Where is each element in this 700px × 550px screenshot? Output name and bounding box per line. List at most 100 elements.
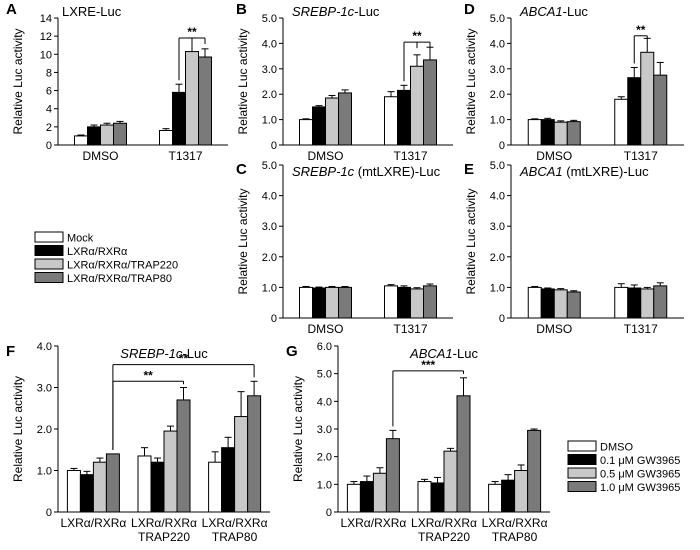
significance-label: ***: [421, 358, 435, 372]
panel-label: F: [6, 343, 15, 360]
bar: [66, 470, 81, 513]
bar: [553, 121, 568, 146]
category-label: DMSO: [83, 149, 119, 163]
legend-swatch: [567, 481, 597, 492]
significance-label: **: [412, 29, 422, 43]
y-tick-label: 0: [271, 313, 277, 325]
bar: [79, 474, 94, 513]
y-tick-label: 3.0: [262, 64, 277, 76]
legend-swatch: [567, 454, 597, 465]
bar: [614, 98, 629, 146]
bar: [234, 416, 249, 513]
panel-b: B SREBP-1c-Luc 0 1.0 2.0 3.0 4.0 5.0 Relative Lu…: [236, 1, 453, 163]
category-label: T1317: [168, 149, 202, 163]
y-tick-label: 3.0: [490, 64, 505, 76]
y-tick-label: 3.0: [490, 221, 505, 233]
panel-e: E ABCA1 (mtLXRE)-Luc 0 1.0 2.0 3.0 4.0 5.0 Relat…: [464, 160, 684, 336]
category-label-line: TRAP80: [212, 530, 258, 544]
bar: [312, 106, 326, 146]
bar: [299, 119, 313, 146]
y-tick-label: 2.0: [37, 424, 52, 436]
bar: [359, 481, 374, 513]
significance-label: **: [179, 352, 189, 366]
category-label: LXRα/RXRα: [131, 516, 197, 530]
bar: [443, 450, 458, 513]
legend-swatch: [34, 245, 64, 256]
panel-g: G ABCA1-Luc 0 1.0 2.0 3.0 4.0 5.0 6.0 Relative Lu…: [286, 341, 550, 544]
legend-label: 0.1 μM GW3965: [600, 455, 680, 467]
bar: [540, 119, 555, 146]
y-tick-label: 2.0: [490, 89, 505, 101]
y-axis-label: Relative Luc activity: [236, 188, 250, 294]
bar: [74, 135, 88, 146]
category-label: LXRα/RXRα: [340, 516, 406, 530]
panel-title: ABCA1 (mtLXRE)-Luc: [519, 164, 649, 179]
category-label: T1317: [393, 322, 427, 336]
panel-f: F SREBP-1c-Luc 0 1.0 2.0 3.0 4.0 Relative Luc a…: [6, 341, 270, 544]
bar: [653, 285, 668, 319]
bar: [566, 121, 581, 146]
y-tick-label: 5.0: [262, 160, 277, 172]
legend-label: LXRα/RXRα/TRAP220: [67, 260, 178, 272]
significance-label: **: [636, 23, 646, 37]
bar: [527, 429, 542, 513]
y-tick-label: 1.0: [37, 466, 52, 478]
y-tick-label: 4.0: [262, 38, 277, 50]
y-tick-label: 3.0: [262, 221, 277, 233]
panel-label: G: [286, 343, 298, 360]
bar: [410, 288, 424, 319]
bar: [384, 96, 398, 146]
bar: [198, 56, 212, 146]
y-tick-label: 4.0: [490, 191, 505, 203]
category-label: T1317: [393, 149, 427, 163]
category-label: T1317: [624, 322, 658, 336]
legend-swatch: [34, 258, 64, 270]
y-tick-label: 10: [40, 49, 52, 61]
panel-title: ABCA1-Luc: [409, 346, 478, 361]
bar: [397, 89, 411, 146]
category-label: LXRα/RXRα: [202, 516, 268, 530]
bar: [540, 288, 555, 319]
y-tick-label: 2.0: [317, 452, 332, 464]
legend-swatch: [567, 467, 597, 479]
y-axis-label: Relative Luc activity: [236, 28, 250, 134]
bar: [553, 289, 568, 319]
y-tick-label: 3.0: [317, 424, 332, 436]
y-tick-label: 4: [46, 104, 52, 116]
panel-title: LXRE-Luc: [62, 4, 122, 19]
category-label: DMSO: [308, 322, 344, 336]
panel-label: E: [464, 161, 474, 178]
panel-title: SREBP-1c-Luc: [120, 346, 208, 361]
significance-label: **: [144, 368, 154, 382]
bar: [100, 124, 114, 146]
y-tick-label: 5.0: [262, 13, 277, 25]
bar: [325, 97, 339, 146]
panel-title: SREBP-1c (mtLXRE)-Luc: [292, 164, 441, 179]
bar: [653, 74, 668, 146]
bar: [385, 438, 400, 513]
bar: [566, 291, 581, 319]
bar: [640, 51, 655, 146]
y-tick-label: 1.0: [490, 115, 505, 127]
legend-label: 1.0 μM GW3965: [600, 482, 680, 494]
bar: [614, 286, 629, 319]
bar: [312, 287, 326, 319]
bar: [87, 126, 101, 146]
y-tick-label: 5.0: [490, 13, 505, 25]
y-tick-label: 4.0: [317, 396, 332, 408]
y-tick-label: 0: [499, 140, 505, 152]
legend-label: LXRα/RXRα/TRAP80: [67, 273, 172, 285]
y-tick-label: 4.0: [262, 191, 277, 203]
y-tick-label: 0: [46, 507, 52, 519]
y-tick-label: 6.0: [317, 341, 332, 353]
bar: [410, 65, 424, 146]
y-tick-label: 2.0: [490, 252, 505, 264]
bar: [247, 395, 262, 513]
bar: [501, 479, 516, 513]
bar: [527, 286, 542, 319]
bar: [185, 51, 199, 146]
panel-title: ABCA1-Luc: [519, 4, 588, 19]
y-tick-label: 6: [46, 86, 52, 98]
bar: [372, 472, 387, 513]
